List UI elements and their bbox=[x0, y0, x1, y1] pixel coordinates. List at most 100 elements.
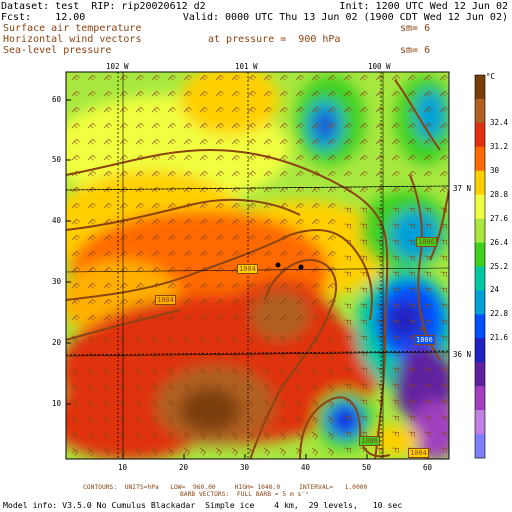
colorbar-swatch bbox=[475, 362, 485, 387]
wind-barb bbox=[199, 314, 209, 321]
wind-barb bbox=[71, 314, 81, 321]
wind-barb bbox=[119, 106, 129, 113]
wind-barb bbox=[119, 170, 129, 177]
y-tick-10: 10 bbox=[52, 399, 62, 408]
x-tick-50: 50 bbox=[362, 463, 372, 472]
colorbar-swatch bbox=[475, 290, 485, 315]
colorbar-swatch bbox=[475, 410, 485, 435]
wind-barb bbox=[359, 303, 367, 309]
wind-barb bbox=[311, 218, 321, 225]
wind-barb bbox=[359, 138, 369, 145]
wind-barb bbox=[199, 202, 209, 209]
wind-barb bbox=[359, 399, 367, 405]
wind-barb bbox=[311, 415, 318, 424]
wind-barb bbox=[231, 170, 241, 177]
wind-barb bbox=[167, 367, 174, 376]
wind-barb bbox=[119, 90, 129, 97]
wind-barb bbox=[423, 90, 433, 97]
wind-barb bbox=[231, 234, 241, 241]
wind-barb bbox=[103, 74, 113, 81]
wind-barb bbox=[343, 319, 351, 325]
wind-barb bbox=[167, 106, 177, 113]
wind-barb bbox=[167, 138, 177, 145]
wind-barb bbox=[247, 154, 257, 161]
wind-barb bbox=[391, 335, 399, 341]
wind-barb bbox=[183, 170, 193, 177]
pressure-contours bbox=[66, 79, 449, 459]
temperature-colorbar bbox=[474, 74, 486, 459]
wind-barb bbox=[183, 399, 190, 408]
wind-barb bbox=[439, 138, 449, 145]
wind-barb bbox=[167, 314, 177, 321]
wind-barb bbox=[135, 234, 145, 241]
wind-barb bbox=[263, 367, 270, 376]
wind-barb bbox=[247, 282, 257, 289]
low-pressure-marker: H bbox=[419, 325, 424, 334]
wind-barb bbox=[295, 74, 305, 81]
wind-barb bbox=[359, 319, 367, 325]
wind-barb bbox=[295, 415, 302, 424]
wind-barb bbox=[167, 234, 177, 241]
wind-barb bbox=[295, 335, 302, 344]
wind-barb bbox=[407, 271, 415, 277]
wind-barb bbox=[135, 415, 142, 424]
wind-barb bbox=[279, 431, 286, 440]
wind-barb bbox=[151, 367, 158, 376]
wind-barb bbox=[135, 218, 145, 225]
wind-barb bbox=[311, 90, 321, 97]
wind-barb bbox=[327, 138, 337, 145]
wind-barb bbox=[439, 415, 447, 421]
wind-barb bbox=[391, 138, 401, 145]
wind-barb bbox=[103, 122, 113, 129]
x-tick-60: 60 bbox=[423, 463, 433, 472]
wind-barb bbox=[151, 218, 161, 225]
wind-barb bbox=[343, 431, 351, 437]
wind-barb bbox=[119, 138, 129, 145]
wind-barb bbox=[439, 186, 449, 193]
temperature-field bbox=[66, 72, 449, 459]
wind-barb bbox=[407, 255, 415, 261]
colorbar-border bbox=[474, 74, 486, 459]
wind-barb bbox=[311, 399, 318, 408]
wind-barb bbox=[183, 314, 193, 321]
wind-barb bbox=[231, 298, 241, 305]
wind-barb bbox=[215, 298, 225, 305]
wind-barb bbox=[423, 367, 431, 373]
wind-barb bbox=[183, 367, 190, 376]
wind-barb bbox=[215, 170, 225, 177]
wind-barb bbox=[407, 223, 415, 229]
wind-barb bbox=[103, 234, 113, 241]
wind-barb bbox=[359, 415, 367, 421]
wind-barb bbox=[103, 106, 113, 113]
wind-barb bbox=[343, 255, 351, 261]
wind-barb bbox=[135, 106, 145, 113]
footer-contours-info: CONTOURS: UNITS=hPa LOW= 960.00 HIGH= 10… bbox=[83, 484, 368, 491]
wind-barb bbox=[327, 431, 334, 440]
wind-barb bbox=[407, 154, 417, 161]
colorbar-swatch bbox=[475, 218, 485, 244]
wind-barb bbox=[359, 383, 367, 389]
wind-barb bbox=[135, 202, 145, 209]
wind-barb bbox=[311, 106, 321, 113]
wind-barb bbox=[231, 122, 241, 129]
wind-barb bbox=[135, 447, 142, 456]
wind-barb bbox=[87, 138, 97, 145]
field1-smoothing: sm= 6 bbox=[400, 23, 431, 34]
wind-barb bbox=[359, 106, 369, 113]
wind-barb bbox=[279, 399, 286, 408]
wind-barb bbox=[119, 122, 129, 129]
wind-barb bbox=[327, 447, 334, 456]
wind-barb bbox=[135, 170, 145, 177]
wind-barb bbox=[407, 122, 417, 129]
wind-barb bbox=[151, 383, 158, 392]
wind-barb bbox=[359, 335, 367, 341]
dataset-line: Dataset: test RIP: rip20020612 d2 bbox=[1, 1, 206, 12]
wind-barb bbox=[71, 202, 81, 209]
wind-barb bbox=[247, 74, 257, 81]
wind-barb bbox=[183, 335, 190, 344]
wind-barb bbox=[407, 138, 417, 145]
wind-barb bbox=[391, 154, 401, 161]
wind-barb bbox=[295, 314, 305, 321]
y-tick-50: 50 bbox=[52, 155, 62, 164]
